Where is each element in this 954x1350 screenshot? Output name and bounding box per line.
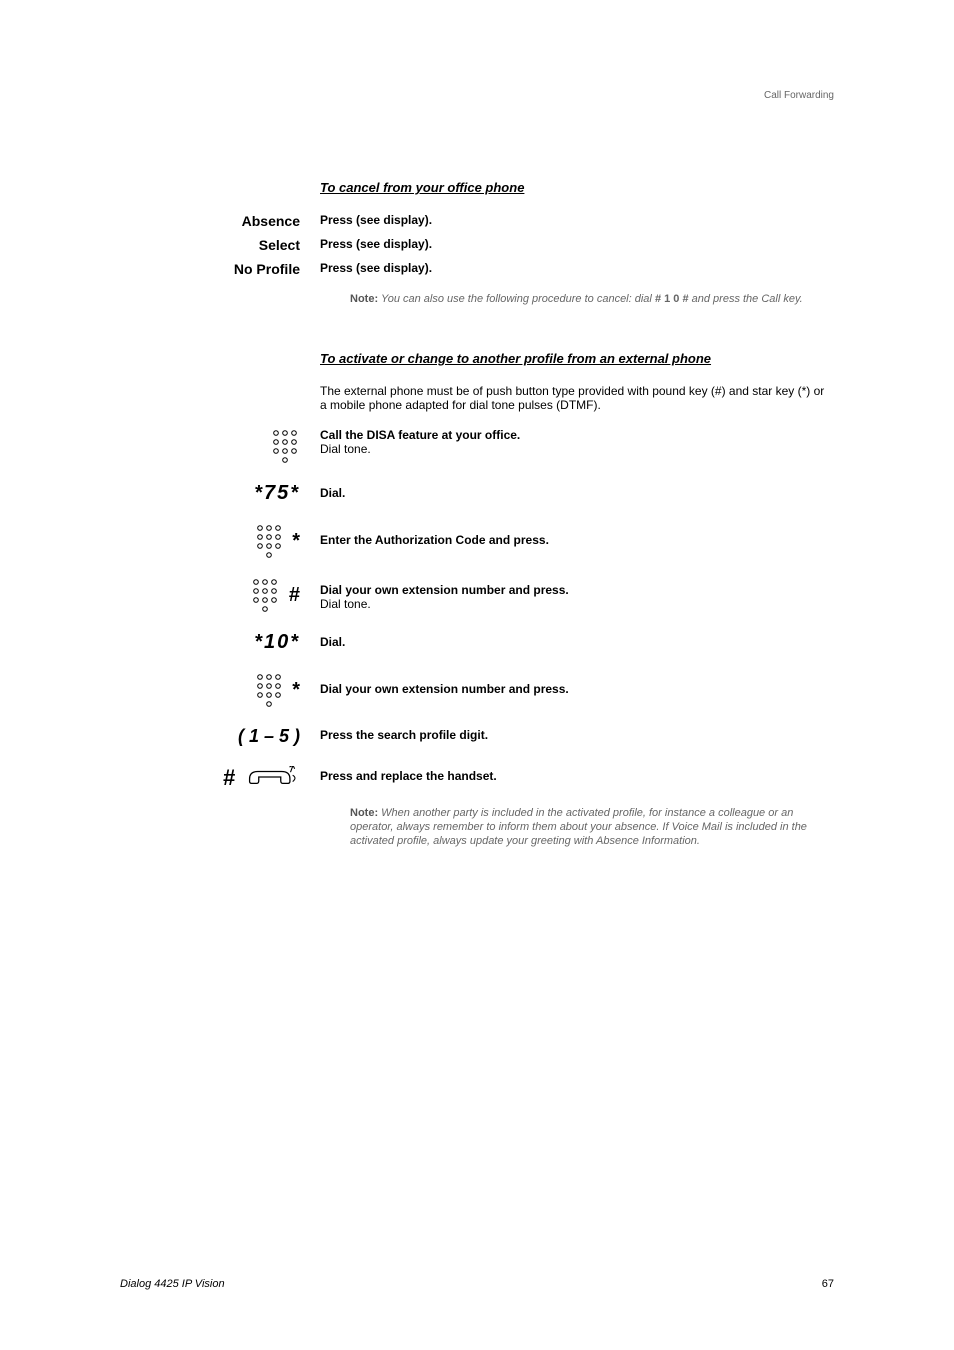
step-instruction: Dial your own extension number and press… bbox=[320, 672, 834, 696]
step-instruction: Press and replace the handset. bbox=[320, 765, 834, 783]
star-symbol: * bbox=[292, 530, 300, 552]
note-block: Note: You can also use the following pro… bbox=[320, 291, 834, 305]
page-footer: Dialog 4425 IP Vision 67 bbox=[120, 1278, 834, 1290]
footer-page-number: 67 bbox=[822, 1278, 834, 1290]
note-text-2: and press the Call key. bbox=[692, 293, 803, 305]
digit-range: ( 1 – 5 ) bbox=[238, 726, 300, 746]
step-instruction: Call the DISA feature at your office. bbox=[320, 428, 834, 442]
keypad-icon bbox=[270, 428, 300, 464]
note-text-1: You can also use the following procedure… bbox=[381, 293, 652, 305]
intro-text: The external phone must be of push butto… bbox=[320, 384, 834, 412]
keypad-icon bbox=[254, 672, 284, 708]
step-instruction: Enter the Authorization Code and press. bbox=[320, 523, 834, 547]
step-instruction: Press (see display). bbox=[320, 237, 834, 251]
main-content: To cancel from your office phone Absence… bbox=[120, 180, 834, 861]
step-instruction: Dial. bbox=[320, 631, 834, 649]
keypad-icon bbox=[254, 523, 284, 559]
step-instruction: Press (see display). bbox=[320, 261, 834, 275]
note-block: Note: When another party is included in … bbox=[320, 805, 834, 847]
star-symbol: * bbox=[292, 679, 300, 701]
section-heading-activate: To activate or change to another profile… bbox=[320, 351, 834, 366]
note-label: Note: bbox=[350, 807, 378, 819]
step-subtext: Dial tone. bbox=[320, 597, 834, 611]
handset-icon bbox=[245, 766, 300, 790]
step-label-no-profile: No Profile bbox=[120, 261, 320, 277]
note-label: Note: bbox=[350, 293, 378, 305]
hash-symbol: # bbox=[289, 584, 300, 606]
step-instruction: Press (see display). bbox=[320, 213, 834, 227]
step-label-select: Select bbox=[120, 237, 320, 253]
keypad-icon bbox=[250, 577, 280, 613]
page-category: Call Forwarding bbox=[764, 90, 834, 101]
hash-symbol: # bbox=[223, 765, 237, 791]
section-heading-cancel: To cancel from your office phone bbox=[320, 180, 834, 195]
note-text: When another party is included in the ac… bbox=[350, 807, 807, 847]
step-instruction: Dial your own extension number and press… bbox=[320, 583, 834, 597]
step-instruction: Press the search profile digit. bbox=[320, 726, 834, 742]
step-label-absence: Absence bbox=[120, 213, 320, 229]
footer-model: Dialog 4425 IP Vision bbox=[120, 1278, 225, 1290]
step-instruction: Dial. bbox=[320, 482, 834, 500]
note-code: # 1 0 # bbox=[655, 293, 689, 305]
dial-code: *10* bbox=[254, 631, 300, 653]
dial-code: *75* bbox=[254, 482, 300, 504]
step-subtext: Dial tone. bbox=[320, 442, 834, 456]
